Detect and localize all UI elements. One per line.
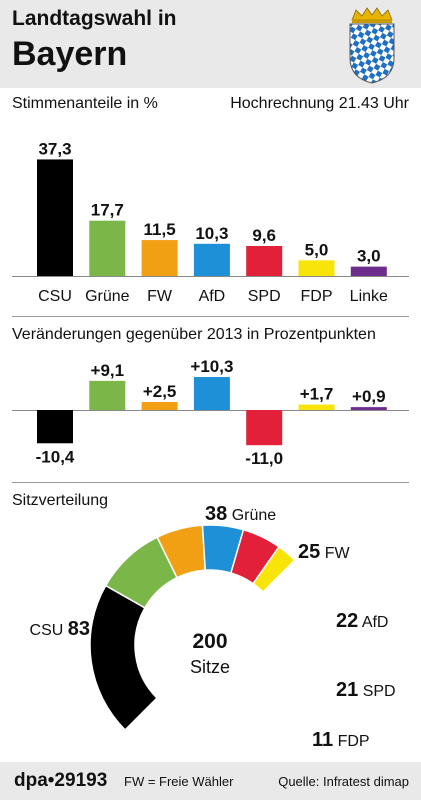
bar-fdp	[298, 260, 335, 276]
category-label-csu: CSU	[38, 288, 72, 305]
value-label-afd: 10,3	[195, 224, 228, 243]
bar-afd	[193, 243, 230, 276]
change-label-linke: +0,9	[352, 387, 386, 406]
category-label-gruene: Grüne	[85, 288, 130, 305]
votes-chart-subtitle: Hochrechnung 21.43 Uhr	[230, 95, 409, 112]
change-bar-afd	[193, 377, 230, 410]
change-label-spd: -11,0	[245, 449, 283, 468]
value-label-gruene: 17,7	[91, 201, 124, 220]
seat-label-afd: 22 AfD	[336, 610, 388, 632]
category-label-linke: Linke	[350, 288, 388, 305]
divider	[12, 482, 409, 483]
seats-chart: CSU 83 38 Grüne 25 FW 22 AfD 21 SPD 11 FDP 200…	[30, 503, 396, 751]
change-chart-title: Veränderungen gegenüber 2013 in Prozentp…	[12, 326, 376, 343]
title-line2: Bayern	[12, 35, 128, 73]
change-chart: -10,4 +9,1 +2,5 +10,3 -11,0 +1,7 +0,9	[12, 357, 409, 468]
seats-chart-title: Sitzverteilung	[12, 492, 109, 509]
change-bar-gruene	[89, 380, 126, 410]
title-line1: Landtagswahl in	[12, 7, 177, 30]
change-bar-linke	[350, 407, 387, 410]
value-label-fdp: 5,0	[305, 240, 329, 259]
category-label-afd: AfD	[199, 288, 226, 305]
seat-label-fdp: 11 FDP	[312, 729, 370, 751]
change-bar-csu	[37, 410, 73, 444]
value-label-csu: 37,3	[38, 139, 71, 158]
value-label-linke: 3,0	[357, 247, 381, 266]
category-label-spd: SPD	[248, 288, 281, 305]
source: Quelle: Infratest dimap	[278, 774, 409, 789]
bar-csu	[37, 159, 73, 276]
change-label-fw: +2,5	[143, 382, 177, 401]
change-bar-fw	[141, 402, 178, 410]
seat-total-label: Sitze	[190, 657, 230, 677]
divider	[12, 316, 409, 317]
bar-spd	[246, 246, 283, 276]
seat-segment-csu	[89, 584, 159, 731]
change-bar-fdp	[298, 404, 335, 410]
seat-label-csu: CSU 83	[30, 618, 90, 640]
seat-total: 200	[192, 630, 227, 653]
footnote: FW = Freie Wähler	[124, 774, 234, 789]
value-label-fw: 11,5	[144, 220, 176, 239]
category-label-fw: FW	[147, 288, 173, 305]
bavaria-crest-icon	[349, 7, 395, 84]
bar-gruene	[89, 220, 126, 276]
seat-label-spd: 21 SPD	[336, 679, 396, 701]
value-label-spd: 9,6	[252, 226, 276, 245]
seat-label-gruene: 38 Grüne	[205, 503, 276, 525]
votes-chart: 37,3 CSU 17,7 Grüne 11,5 FW 10,3 AfD 9,6 SPD 5,0 FD…	[12, 139, 409, 305]
change-bar-spd	[246, 410, 283, 446]
dpa-label: dpa•29193	[14, 770, 108, 791]
footer: dpa•29193 FW = Freie Wähler Quelle: Infr…	[0, 762, 421, 800]
bar-fw	[141, 240, 178, 276]
change-label-csu: -10,4	[36, 447, 75, 466]
change-label-afd: +10,3	[190, 357, 233, 376]
seat-segment-fdp	[252, 545, 296, 594]
category-label-fdp: FDP	[301, 288, 333, 305]
seat-label-fw: 25 FW	[298, 541, 350, 563]
change-label-fdp: +1,7	[300, 385, 334, 404]
change-label-gruene: +9,1	[91, 361, 125, 380]
bar-linke	[350, 266, 387, 276]
votes-chart-title: Stimmenanteile in %	[12, 95, 158, 112]
